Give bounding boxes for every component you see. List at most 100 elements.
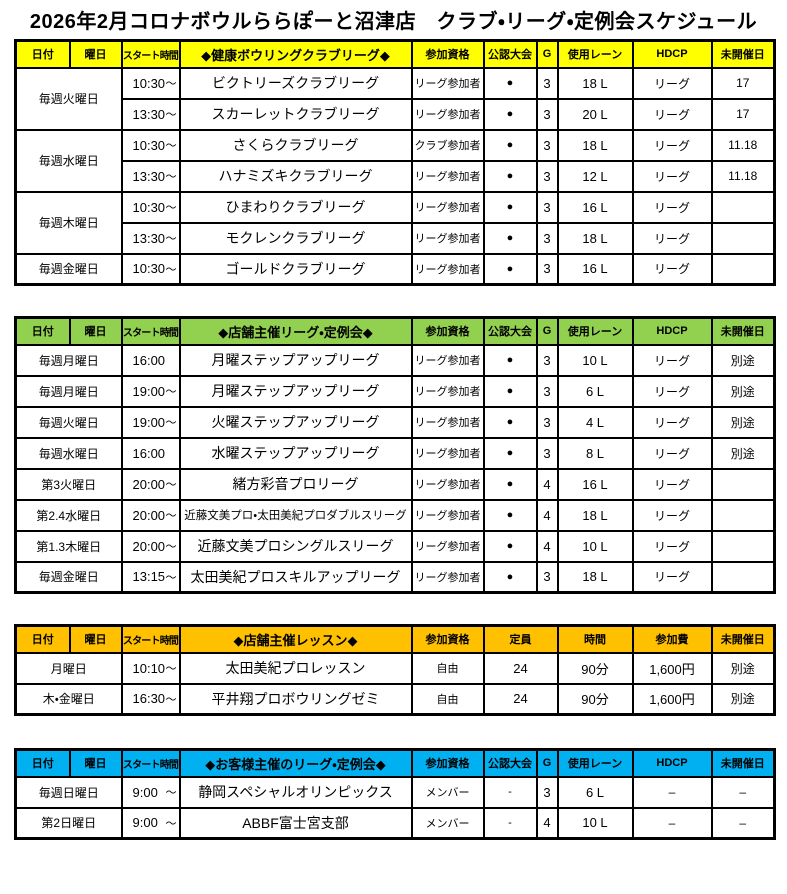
hdcp-cell: リーグ [631,467,713,501]
start-time: 13:30 [132,106,166,122]
start-time: 13:15 [132,569,166,585]
col-header-hdcp: HDCP [631,39,713,69]
official-cell: ● [482,467,538,501]
name-cell: 火曜ステップアップリーグ [178,405,413,439]
date-cell: 毎週火曜日 [14,66,123,131]
lanes-cell: 18 L [556,66,634,100]
duration-cell: 90分 [556,682,634,716]
tilde-mark: ～ [165,417,177,429]
closed-cell: 17 [710,97,776,131]
lanes-cell: 16 L [556,252,634,286]
start-time: 19:00 [132,383,166,399]
closed-cell [710,529,776,563]
date-cell: 毎週木曜日 [14,190,123,255]
col-header-closed-days: 未開催日 [710,316,776,346]
start-time: 10:30 [132,261,166,277]
table-row: 13:30 ～ハナミズキクラブリーグ リーグ参加者 ● 3 12 L リーグ 11.18 [16,159,776,193]
col-header-closed-days: 未開催日 [710,748,776,778]
g-cell: 3 [535,66,559,100]
tilde-mark: ～ [165,510,177,522]
page-title: 2026年2月コロナボウルららぽーと沼津店 クラブ・リーグ・定例会スケジュール [29,11,758,33]
col-header-games: G [535,316,559,346]
name-cell: 近藤文美プロシングルスリーグ [178,529,413,563]
col-header-date: 日付 [14,39,71,69]
qual-cell: リーグ参加者 [410,221,485,255]
date-cell: 毎週水曜日 [14,436,123,470]
name-cell: モクレンクラブリーグ [178,221,413,255]
start-time: 20:00 [132,538,166,554]
start-time: 10:30 [132,199,166,215]
table-row: 第2日曜日 9:00 ～ ABBF富士宮支部 メンバー -4 10 L – – [14,806,776,840]
col-header-qualification: 参加資格 [410,39,485,69]
tilde-mark: ～ [165,263,177,276]
col-header-official: 公認大会 [482,316,538,346]
tilde-mark: ～ [165,787,177,799]
official-cell: ● [482,97,538,131]
store-league-table: 日付 曜日 スタート時間 ◆店舗主催リーグ・定例会◆ 参加資格 公認大会 G 使… [14,316,776,594]
date-cell: 毎週火曜日 [14,405,123,439]
closed-cell: 別途 [710,374,776,408]
qual-cell: リーグ参加者 [410,529,485,563]
start-cell: 10:30 ～ [120,252,181,286]
qual-cell: クラブ参加者 [410,128,485,162]
start-cell: 10:10 ～ [120,651,181,685]
table-row: 毎週火曜日 19:00 ～火曜ステップアップリーグ リーグ参加者 ● 3 4 L リーグ 別途 [14,405,776,439]
name-cell: 緒方彩音プロリーグ [178,467,413,501]
lanes-cell: 18 L [556,498,634,532]
closed-cell: 別途 [710,651,776,685]
start-cell: 19:00 ～ [120,374,181,408]
start-cell: 16:30 ～ [120,682,181,716]
date-cell: 毎週日曜日 [14,775,123,809]
col-header-date: 日付 [14,624,71,654]
g-cell: 3 [535,221,559,255]
start-time: 19:00 [132,414,166,430]
official-cell: ● [482,560,538,594]
start-cell: 13:15 ～ [120,560,181,594]
qual-cell: リーグ参加者 [410,343,485,377]
qual-cell: リーグ参加者 [410,190,485,224]
hdcp-cell: リーグ [631,498,713,532]
start-time: 10:30 [132,75,166,91]
hdcp-cell: – [631,806,713,840]
table-row: 毎週火曜日 10:30 ～ビクトリーズクラブリーグ リーグ参加者 ● 3 18 L リーグ 17 [14,66,776,131]
start-time: 16:00 [132,445,166,461]
closed-cell: 別途 [710,343,776,377]
g-cell: 3 [535,190,559,224]
official-cell: ● [482,221,538,255]
col-header-start-time: スタート時間 [120,316,181,346]
col-header-games: G [535,39,559,69]
health-club-league-table: 日付 曜日 スタート時間 ◆健康ボウリングクラブリーグ◆ 参加資格 公認大会 G… [14,39,776,286]
fee-cell: 1,600円 [631,651,713,685]
qual-cell: 自由 [410,651,485,685]
lanes-cell: 10 L [556,806,634,840]
tilde-mark: ～ [165,571,177,584]
section-title-health-league: ◆健康ボウリングクラブリーグ◆ [178,39,413,69]
closed-cell: 11.18 [710,128,776,162]
col-header-qualification: 参加資格 [410,748,485,778]
hdcp-cell: リーグ [631,97,713,131]
closed-cell: – [710,806,776,840]
table-row: 月曜日 10:10 ～太田美紀プロレッスン 自由 24 90分 1,600円 別途 [14,651,776,685]
col-header-closed-days: 未開催日 [710,624,776,654]
col-header-hdcp: HDCP [631,748,713,778]
col-header-qualification: 参加資格 [410,316,485,346]
date-cell: 毎週水曜日 [14,128,123,193]
qual-cell: 自由 [410,682,485,716]
date-cell: 毎週月曜日 [14,343,123,377]
name-cell: 月曜ステップアップリーグ [178,374,413,408]
official-cell: ● [482,159,538,193]
g-cell: 3 [535,252,559,286]
table-row: 13:30 ～スカーレットクラブリーグ リーグ参加者 ● 3 20 L リーグ 17 [16,97,776,131]
lanes-cell: 4 L [556,405,634,439]
tilde-mark: ～ [165,78,177,90]
qual-cell: リーグ参加者 [410,560,485,594]
official-cell: ● [482,374,538,408]
qual-cell: リーグ参加者 [410,405,485,439]
date-cell: 月曜日 [14,651,123,685]
col-header-hdcp: HDCP [631,316,713,346]
g-cell: 4 [535,806,559,840]
table-row: 毎週木曜日 10:30 ～ひまわりクラブリーグ リーグ参加者 ● 3 16 L リーグ [14,190,776,255]
qual-cell: メンバー [410,775,485,809]
closed-cell [710,190,776,224]
